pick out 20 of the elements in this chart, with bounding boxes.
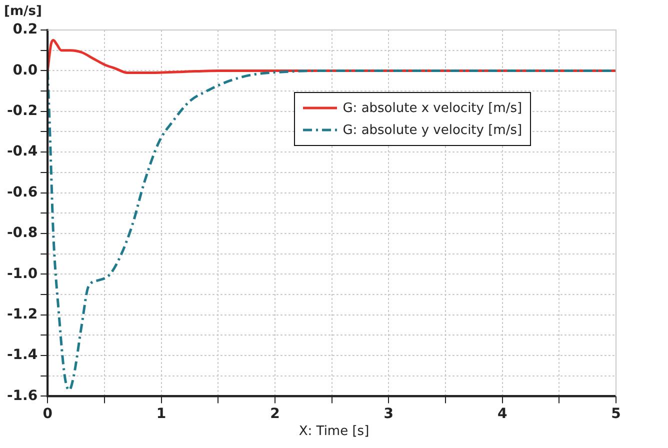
legend-label: G: absolute y velocity [m/s] [342,122,522,138]
x-tick-label: 1 [156,406,166,422]
x-tick-label: 0 [42,406,53,422]
y-tick-label: -0.2 [6,103,38,120]
y-tick-label: -0.4 [6,144,38,160]
y-tick-label: -0.8 [6,225,38,242]
x-tick-label: 3 [384,406,394,422]
x-tick-label: 5 [611,406,621,422]
legend-label: G: absolute x velocity [m/s] [342,100,522,116]
y-tick-label: -1.6 [6,388,38,404]
x-axis-title: X: Time [s] [298,424,370,439]
y-axis-title: [m/s] [4,4,42,19]
y-tick-label: 0.2 [12,22,38,38]
y-tick-label: 0.0 [12,62,38,78]
y-tick-label: -0.6 [6,184,38,200]
y-tick-label: -1.0 [6,266,38,282]
x-tick-label: 4 [497,406,508,422]
x-tick-label: 2 [270,406,280,422]
y-tick-label: -1.2 [6,306,38,322]
y-tick-label: -1.4 [6,347,38,364]
